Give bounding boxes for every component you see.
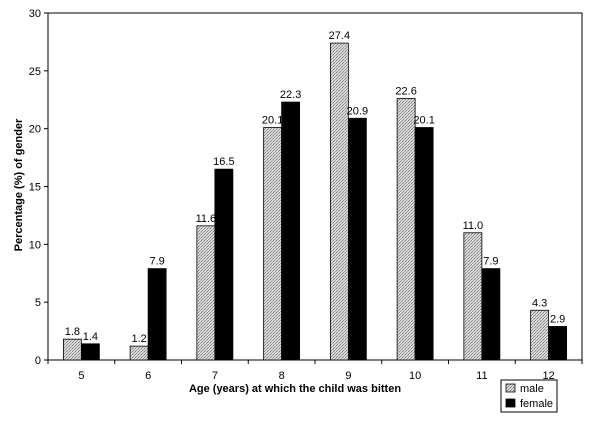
data-label-male: 27.4	[329, 30, 350, 42]
y-tick-label: 25	[29, 66, 41, 78]
data-label-male: 1.2	[131, 333, 146, 345]
bar-female	[548, 326, 568, 361]
y-axis: 0 5 10 15 20 25 30	[29, 8, 48, 367]
x-tick-label: 10	[409, 370, 421, 382]
bar-female	[214, 168, 234, 361]
y-tick-label: 20	[29, 124, 41, 136]
y-tick-label: 0	[35, 355, 41, 367]
bar-female	[281, 101, 301, 361]
x-tick-label: 12	[543, 370, 555, 382]
data-label-female: 20.9	[347, 105, 368, 117]
bar-male	[129, 345, 149, 361]
bar-female	[481, 268, 501, 361]
bar-male	[196, 225, 216, 361]
data-label-female: 22.3	[280, 89, 301, 101]
data-label-male: 1.8	[65, 326, 80, 338]
x-tick-label: 5	[78, 370, 84, 382]
bars	[62, 42, 568, 361]
legend-label-female: female	[520, 398, 553, 410]
data-label-male: 11.6	[196, 213, 217, 225]
data-label-male: 4.3	[532, 297, 547, 309]
bar-male	[396, 98, 416, 361]
x-axis-title: Age (years) at which the child was bitte…	[189, 383, 401, 395]
legend-swatch-female	[505, 398, 516, 408]
data-label-male: 22.6	[395, 86, 416, 98]
y-tick-label: 10	[29, 239, 41, 251]
data-label-female: 7.9	[483, 256, 498, 268]
bar-female	[414, 127, 434, 361]
x-tick-label: 11	[476, 370, 487, 382]
y-tick-label: 15	[29, 182, 41, 194]
y-tick-label: 5	[35, 297, 41, 309]
bar-male	[463, 232, 483, 361]
x-tick-label: 7	[212, 370, 218, 382]
plot-frame	[47, 12, 583, 361]
legend-swatch-male	[505, 383, 516, 393]
data-label-male: 11.0	[463, 220, 484, 232]
data-label-female: 1.4	[83, 331, 98, 343]
bar-female	[347, 117, 367, 361]
bar-male	[62, 338, 82, 361]
data-label-male: 20.1	[262, 115, 283, 127]
y-tick-label: 30	[29, 8, 41, 20]
bar-female	[147, 268, 167, 361]
bar-male	[263, 127, 283, 361]
y-axis-title: Percentage (%) of gender	[13, 118, 25, 251]
data-label-female: 16.5	[213, 156, 234, 168]
data-label-female: 7.9	[149, 256, 164, 268]
bar-female	[80, 343, 100, 361]
x-tick-label: 8	[279, 370, 285, 382]
legend-label-male: male	[520, 383, 544, 395]
x-axis: 5 6 7 8 9 10 11 12	[47, 360, 583, 382]
data-label-female: 2.9	[550, 313, 565, 325]
data-labels: 1.8 1.2 11.6 20.1 27.4 22.6 11.0 4.3 1.4 7.9 16.5 2…	[65, 30, 566, 345]
x-tick-label: 6	[145, 370, 151, 382]
plot-area	[47, 12, 583, 361]
bar-male	[530, 309, 550, 361]
data-label-female: 20.1	[413, 115, 434, 127]
legend: male female	[500, 379, 558, 413]
bar-male	[329, 42, 349, 361]
x-tick-label: 9	[345, 370, 351, 382]
